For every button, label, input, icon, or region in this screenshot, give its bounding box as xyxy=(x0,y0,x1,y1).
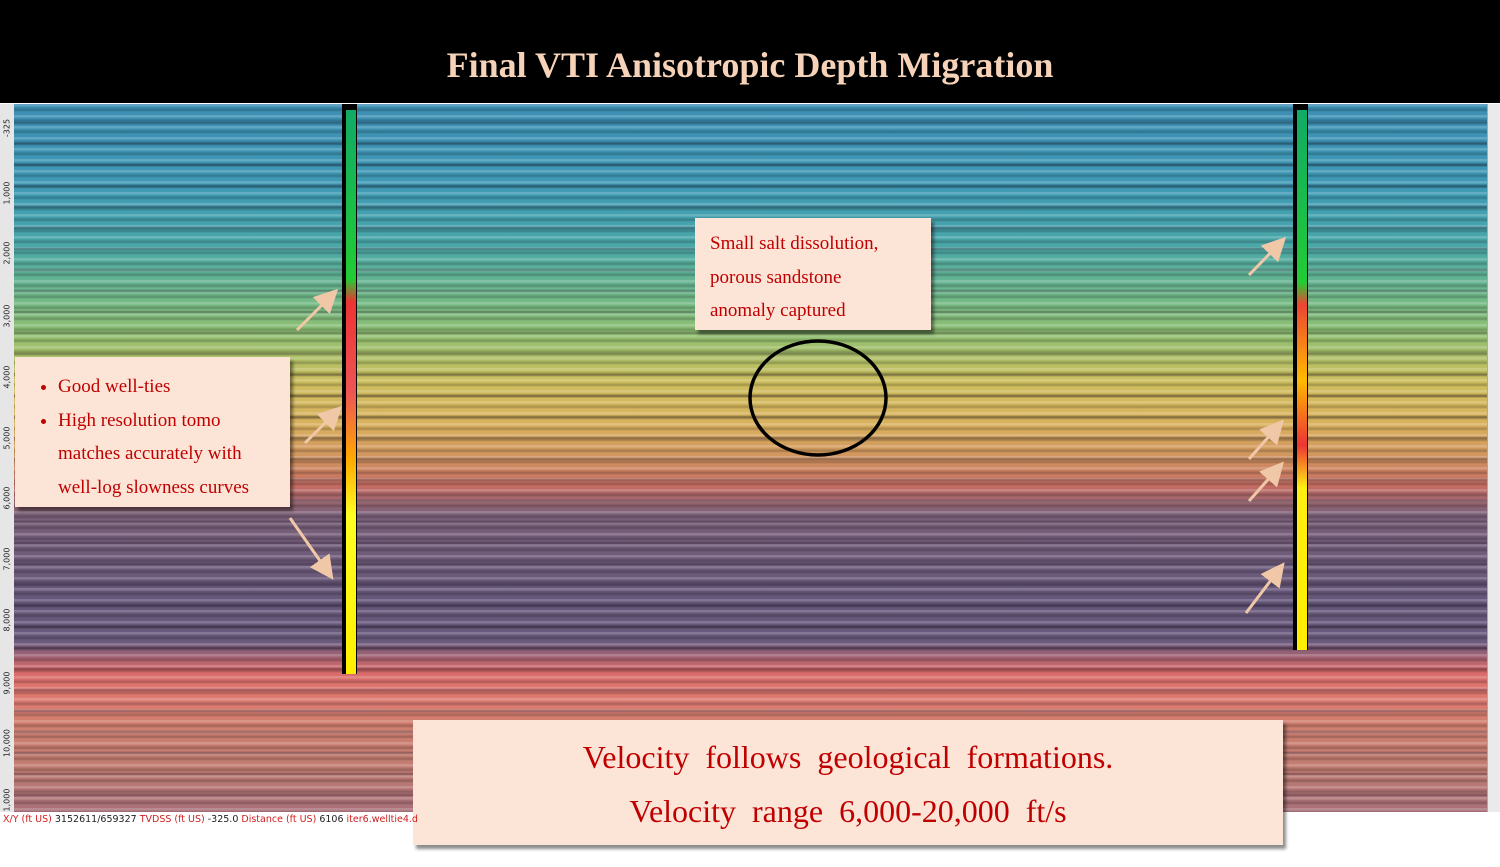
status-value: -325.0 xyxy=(207,814,239,825)
status-label: X/Y (ft US) xyxy=(3,814,52,825)
status-bar: X/Y (ft US) 3152611/659327 TVDSS (ft US)… xyxy=(0,812,418,828)
arrows xyxy=(288,236,1287,614)
callout-line: porous sandstone xyxy=(710,266,842,288)
slide-title: Final VTI Anisotropic Depth Migration xyxy=(446,45,1054,85)
arrow xyxy=(1247,236,1287,277)
status-value: 6106 xyxy=(319,814,344,825)
status-value: 3152611/659327 xyxy=(54,814,137,825)
layer-name: iter6.welltie4.d xyxy=(346,814,418,825)
arrow xyxy=(1247,419,1284,460)
bullet: High resolution tomo matches accurately … xyxy=(58,404,280,505)
title-bar: Final VTI Anisotropic Depth Migration xyxy=(0,0,1500,103)
callout-line: Velocity follows geological formations. xyxy=(582,739,1114,775)
arrow xyxy=(303,405,343,445)
bullet-list: Good well-tiesHigh resolution tomo match… xyxy=(15,357,290,504)
anomaly-circle xyxy=(748,339,888,457)
arrow xyxy=(288,517,334,580)
anomaly-callout: Small salt dissolution, porous sandstone a… xyxy=(695,218,931,330)
well-tie-callout: Good well-tiesHigh resolution tomo match… xyxy=(15,357,290,507)
arrow xyxy=(295,288,339,332)
velocity-callout: Velocity follows geological formations. V… xyxy=(413,720,1283,845)
callout-line: Velocity range 6,000-20,000 ft/s xyxy=(629,793,1067,829)
callout-line: anomaly captured xyxy=(710,300,846,321)
seismic-section xyxy=(14,104,1487,812)
status-label: Distance (ft US) xyxy=(241,814,317,825)
arrow xyxy=(1244,562,1285,614)
bullet: Good well-ties xyxy=(58,370,280,404)
well-log xyxy=(1297,110,1307,650)
well-log xyxy=(346,110,356,674)
scrollbar[interactable] xyxy=(1487,104,1500,812)
callout-line: Small salt dissolution, xyxy=(710,233,879,254)
arrow xyxy=(1247,461,1284,502)
status-label: TVDSS (ft US) xyxy=(139,814,205,825)
